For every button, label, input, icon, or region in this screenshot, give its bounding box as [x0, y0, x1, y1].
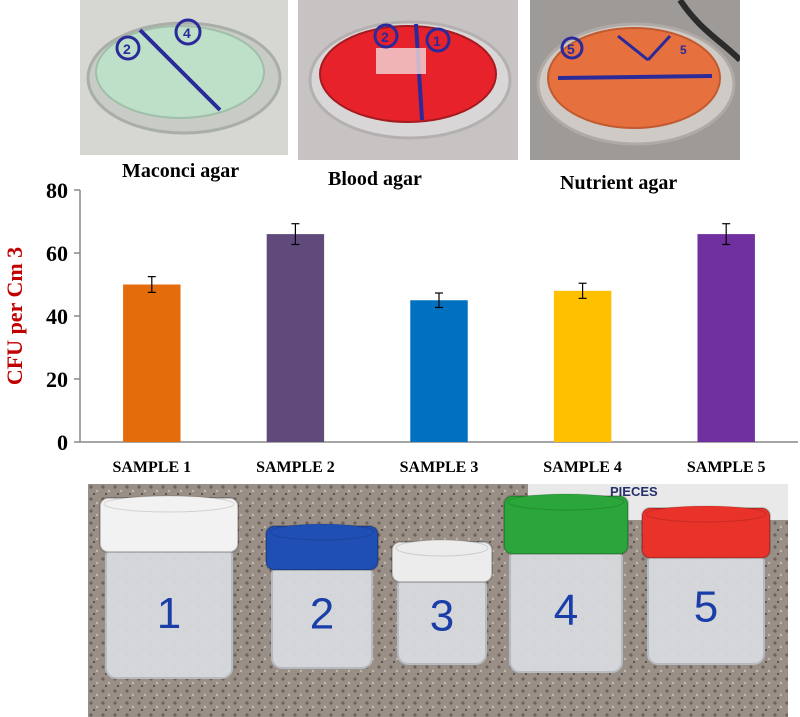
- y-axis-title: CFU per Cm 3: [2, 247, 27, 385]
- container-cap-top: [269, 523, 375, 541]
- bar: [697, 234, 755, 442]
- blood-agar-photo: 2 1: [298, 0, 518, 160]
- container-number: 3: [430, 592, 454, 641]
- container-cap-top: [645, 505, 767, 523]
- container-number: 5: [694, 582, 718, 631]
- container-number: 4: [554, 586, 578, 635]
- maconci-agar-label: Maconci agar: [122, 160, 240, 182]
- cfu-bar-chart: 0 20 40 60 80 SAMPLE 1 SAMPLE 2 SAMPLE 3 SAMPLE…: [2, 178, 798, 476]
- plate-mark: 5: [680, 43, 687, 57]
- y-tick-label: 60: [46, 241, 68, 266]
- y-tick-label: 20: [46, 367, 68, 392]
- box-text: PIECES: [610, 484, 658, 499]
- plate-mark: 1: [433, 33, 441, 49]
- plate-mark: 5: [567, 41, 575, 57]
- bar: [553, 290, 612, 442]
- x-tick-label: SAMPLE 2: [256, 459, 335, 476]
- x-tick-label: SAMPLE 3: [400, 459, 479, 476]
- x-tick-label: SAMPLE 4: [543, 459, 622, 476]
- container-cap-top: [103, 495, 235, 513]
- nutrient-agar-photo: 5 5: [530, 0, 740, 160]
- y-tick-label: 40: [46, 304, 68, 329]
- x-tick-label: SAMPLE 1: [112, 459, 191, 476]
- x-tick-label: SAMPLE 5: [687, 459, 766, 476]
- y-tick-label: 80: [46, 178, 68, 203]
- maconci-agar-photo: 2 4: [80, 0, 288, 155]
- sample-containers-photo: PIECES 1 2 3 4 5: [88, 484, 788, 717]
- container-cap-top: [507, 493, 625, 511]
- nutrient-agar-label: Nutrient agar: [560, 172, 678, 194]
- container-number: 2: [310, 589, 334, 638]
- blood-agar-label: Blood agar: [328, 168, 422, 190]
- bar: [123, 284, 181, 442]
- container-number: 1: [157, 589, 181, 638]
- y-tick-label: 0: [57, 430, 68, 455]
- plate-mark: 2: [381, 29, 389, 45]
- bar: [266, 234, 325, 442]
- container-cap-top: [395, 539, 489, 557]
- plate-mark: 4: [183, 25, 191, 41]
- plate-mark: 2: [123, 41, 131, 57]
- bar: [410, 300, 468, 442]
